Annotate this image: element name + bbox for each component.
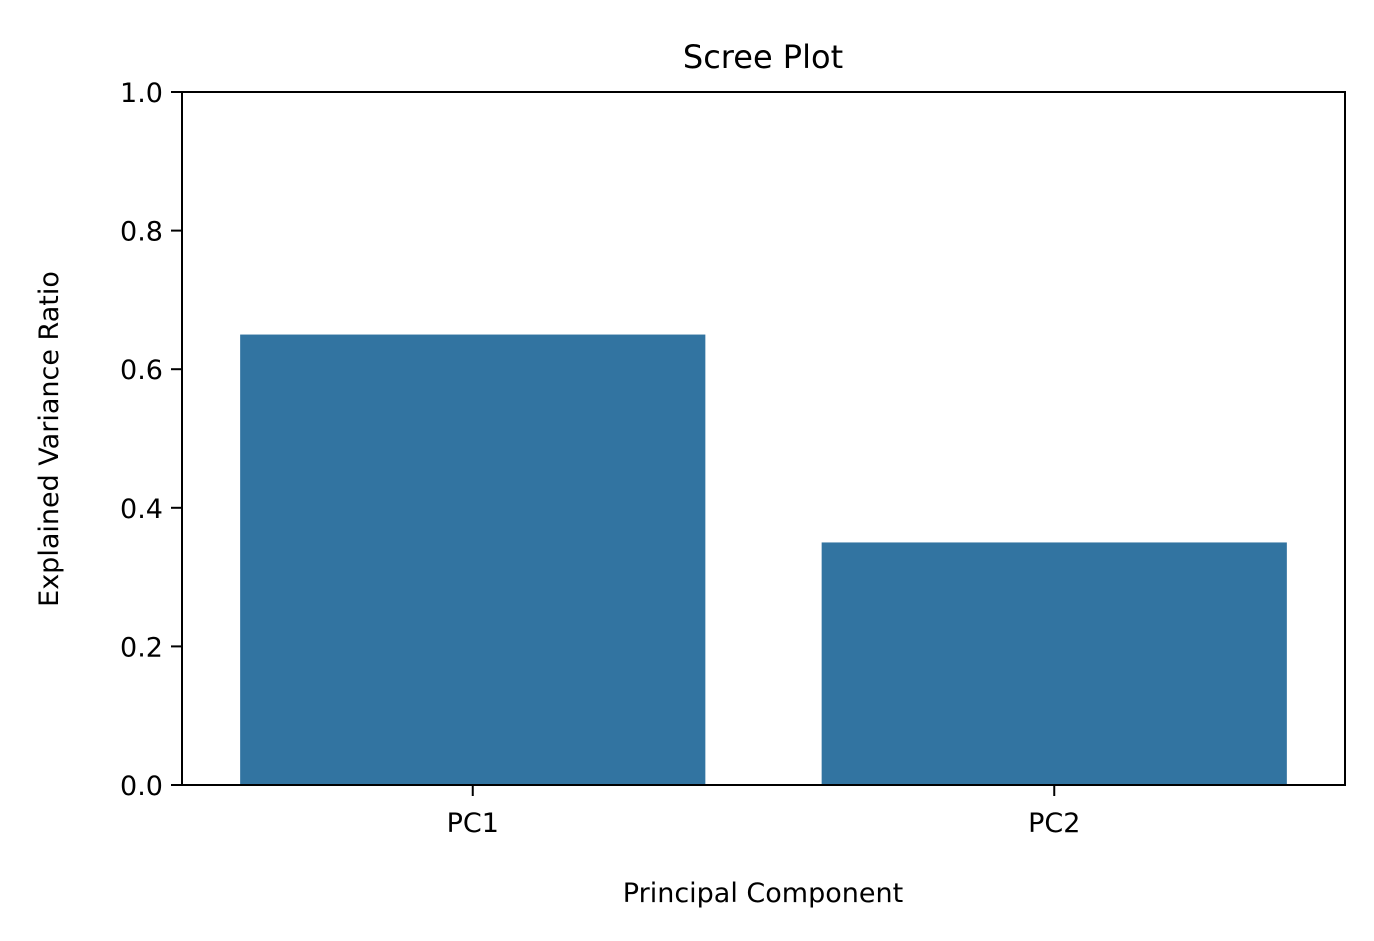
- y-tick-label: 0.8: [120, 217, 163, 248]
- y-tick-label: 0.6: [120, 355, 163, 386]
- y-axis-label: Explained Variance Ratio: [34, 271, 65, 607]
- y-tick-label: 0.4: [120, 494, 163, 525]
- bar-pc2: [821, 542, 1287, 785]
- chart-title: Scree Plot: [683, 38, 843, 76]
- bars-layer: [240, 334, 1287, 785]
- x-tick-label: PC1: [447, 808, 499, 839]
- plot-frame: [181, 91, 1346, 786]
- bar-pc1: [240, 334, 706, 785]
- y-tick-label: 0.0: [120, 771, 163, 802]
- x-tick-label: PC2: [1028, 808, 1080, 839]
- y-tick-label: 1.0: [120, 78, 163, 109]
- y-axis: 0.0 0.2 0.4 0.6 0.8 1.0: [120, 78, 182, 802]
- y-tick-label: 0.2: [120, 632, 163, 663]
- x-axis: PC1 PC2: [447, 785, 1080, 839]
- x-axis-label: Principal Component: [623, 878, 903, 909]
